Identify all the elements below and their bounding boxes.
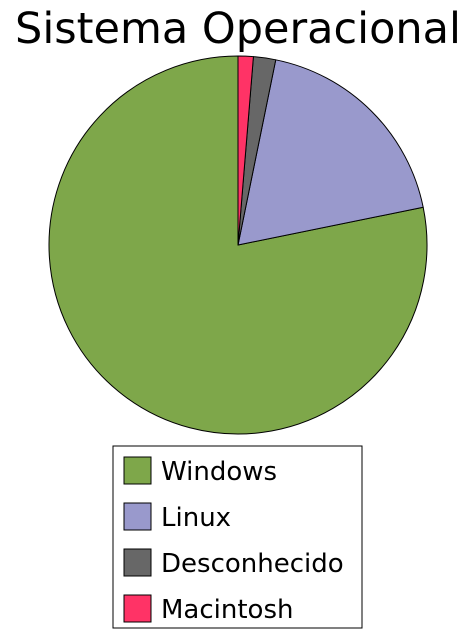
legend-label-desconhecido: Desconhecido — [161, 549, 344, 579]
legend-label-linux: Linux — [161, 503, 231, 533]
legend-swatch-macintosh — [123, 594, 152, 623]
legend-label-windows: Windows — [161, 457, 277, 487]
legend-label-macintosh: Macintosh — [161, 595, 294, 625]
chart-title: Sistema Operacional — [15, 4, 461, 54]
legend-swatch-windows — [123, 456, 152, 485]
legend-swatch-desconhecido — [123, 548, 152, 577]
pie-slice-macintosh — [237, 55, 254, 246]
legend-swatch-linux — [123, 502, 152, 531]
legend-box — [112, 445, 363, 629]
pie-slice-linux — [237, 59, 424, 246]
pie-slices — [48, 55, 428, 435]
legend: Windows Linux Desconhecido Macintosh — [112, 445, 363, 629]
